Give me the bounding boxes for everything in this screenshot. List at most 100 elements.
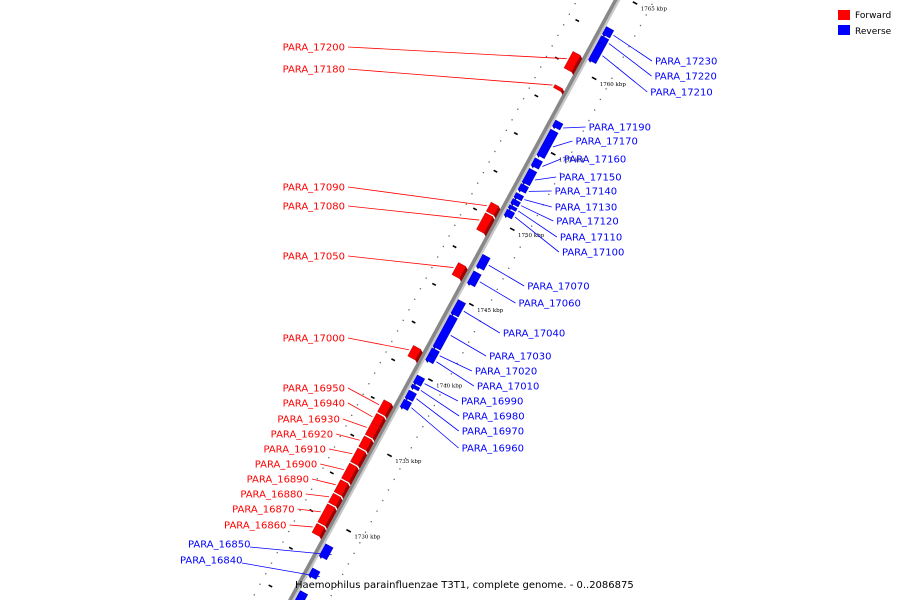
gene-arrow[interactable] xyxy=(333,479,349,497)
gene-arrow[interactable] xyxy=(407,345,422,361)
gene-label[interactable]: PARA_16860 xyxy=(224,521,286,532)
gene-label[interactable]: PARA_16970 xyxy=(462,427,524,438)
gene-arrow[interactable] xyxy=(510,198,521,208)
gene-label[interactable]: PARA_16980 xyxy=(462,412,524,423)
forward-track-dot xyxy=(351,414,353,417)
gene-arrow[interactable] xyxy=(517,183,530,194)
gene-leader-line xyxy=(420,390,460,417)
gene-arrow[interactable] xyxy=(552,119,564,131)
reverse-track-dot xyxy=(416,436,418,438)
gene-label[interactable]: PARA_16920 xyxy=(271,430,333,441)
gene-arrow[interactable] xyxy=(521,167,538,187)
gene-label[interactable]: PARA_17150 xyxy=(559,173,621,184)
gene-label[interactable]: PARA_17140 xyxy=(555,187,617,198)
gene-arrow[interactable] xyxy=(553,84,563,92)
gene-label[interactable]: PARA_17070 xyxy=(527,282,589,293)
gene-arrow[interactable] xyxy=(451,262,467,279)
gene-label[interactable]: PARA_16930 xyxy=(277,415,339,426)
gene-label[interactable]: PARA_17230 xyxy=(655,57,717,68)
minor-tick xyxy=(513,131,519,136)
gene-arrow[interactable] xyxy=(371,412,385,427)
gene-leader-line xyxy=(608,43,652,77)
gene-label[interactable]: PARA_17110 xyxy=(560,233,622,244)
gene-label[interactable]: PARA_17170 xyxy=(575,137,637,148)
gene-leader-line xyxy=(347,186,488,207)
gene-label[interactable]: PARA_17080 xyxy=(283,202,345,213)
genome-title: Haemophilus parainfluenzae T3T1, complet… xyxy=(295,580,634,591)
gene-label[interactable]: PARA_17120 xyxy=(556,217,618,228)
gene-arrow[interactable] xyxy=(450,299,466,318)
gene-arrow[interactable] xyxy=(486,201,499,216)
gene-label[interactable]: PARA_17090 xyxy=(283,183,345,194)
forward-track-dot xyxy=(574,3,576,5)
reverse-track-dot xyxy=(422,425,424,428)
gene-arrow[interactable] xyxy=(432,314,458,351)
gene-label[interactable]: PARA_17180 xyxy=(283,65,345,76)
gene-arrow[interactable] xyxy=(318,543,334,561)
gene-arrow[interactable] xyxy=(466,270,482,288)
gene-label[interactable]: PARA_16890 xyxy=(247,475,309,486)
gene-arrow[interactable] xyxy=(350,447,366,466)
gene-label[interactable]: PARA_17030 xyxy=(489,352,551,363)
gene-label[interactable]: PARA_16950 xyxy=(283,384,345,395)
gene-arrow[interactable] xyxy=(328,492,341,507)
forward-track-dot xyxy=(379,361,381,364)
gene-arrow[interactable] xyxy=(428,347,440,359)
gene-leader-line xyxy=(602,55,648,93)
gene-arrow[interactable] xyxy=(507,204,518,212)
gene-arrow[interactable] xyxy=(377,399,392,417)
gene-arrow[interactable] xyxy=(308,567,321,580)
gene-arrow[interactable] xyxy=(317,503,336,527)
gene-arrow[interactable] xyxy=(513,192,525,202)
gene-label[interactable]: PARA_17100 xyxy=(562,248,624,259)
gene-arrow[interactable] xyxy=(563,51,581,73)
forward-track-dot xyxy=(465,203,467,205)
gene-leader-line xyxy=(297,508,321,513)
gene-arrow[interactable] xyxy=(341,462,358,483)
gene-label[interactable]: PARA_17160 xyxy=(564,155,626,166)
gene-arrow[interactable] xyxy=(399,398,412,411)
gene-label[interactable]: PARA_17210 xyxy=(650,88,712,99)
tick-label: 1750 kbp xyxy=(518,233,545,239)
gene-label[interactable]: PARA_17190 xyxy=(589,123,651,134)
gene-label[interactable]: PARA_17040 xyxy=(503,329,565,340)
minor-tick xyxy=(391,358,396,362)
gene-label[interactable]: PARA_16870 xyxy=(232,505,294,516)
gene-label[interactable]: PARA_17130 xyxy=(555,203,617,214)
gene-arrow[interactable] xyxy=(530,157,543,170)
gene-label[interactable]: PARA_17000 xyxy=(283,334,345,345)
gene-arrow[interactable] xyxy=(597,35,610,46)
gene-arrow[interactable] xyxy=(291,590,309,600)
gene-label[interactable]: PARA_17200 xyxy=(283,43,345,54)
gene-label[interactable]: PARA_16960 xyxy=(462,444,524,455)
gene-label[interactable]: PARA_16910 xyxy=(263,445,325,456)
tick-mark xyxy=(468,302,474,307)
gene-arrow[interactable] xyxy=(410,383,421,392)
gene-label[interactable]: PARA_17060 xyxy=(518,299,580,310)
gene-label[interactable]: PARA_17220 xyxy=(654,72,716,83)
gene-label[interactable]: PARA_16990 xyxy=(461,397,523,408)
reverse-track-dot xyxy=(571,151,573,153)
gene-label[interactable]: PARA_16900 xyxy=(255,460,317,471)
forward-track-dot xyxy=(448,235,450,237)
gene-arrow[interactable] xyxy=(311,523,325,537)
gene-leader-line xyxy=(347,255,454,268)
gene-label[interactable]: PARA_16850 xyxy=(188,540,250,551)
gene-arrow[interactable] xyxy=(358,435,373,451)
gene-label[interactable]: PARA_16880 xyxy=(240,490,302,501)
gene-label[interactable]: PARA_17020 xyxy=(475,367,537,378)
gene-arrow[interactable] xyxy=(412,374,426,387)
gene-label[interactable]: PARA_16840 xyxy=(180,556,242,567)
gene-arrow[interactable] xyxy=(503,208,516,220)
gene-arrow[interactable] xyxy=(602,26,615,39)
reverse-track-dot xyxy=(456,362,458,364)
minor-tick xyxy=(268,584,273,588)
gene-arrow[interactable] xyxy=(475,253,491,271)
gene-label[interactable]: PARA_16940 xyxy=(283,399,345,410)
gene-label[interactable]: PARA_17010 xyxy=(477,382,539,393)
gene-arrow[interactable] xyxy=(476,212,494,234)
gene-arrow[interactable] xyxy=(404,389,417,402)
gene-label[interactable]: PARA_17050 xyxy=(283,252,345,263)
gene-arrow[interactable] xyxy=(536,128,559,160)
